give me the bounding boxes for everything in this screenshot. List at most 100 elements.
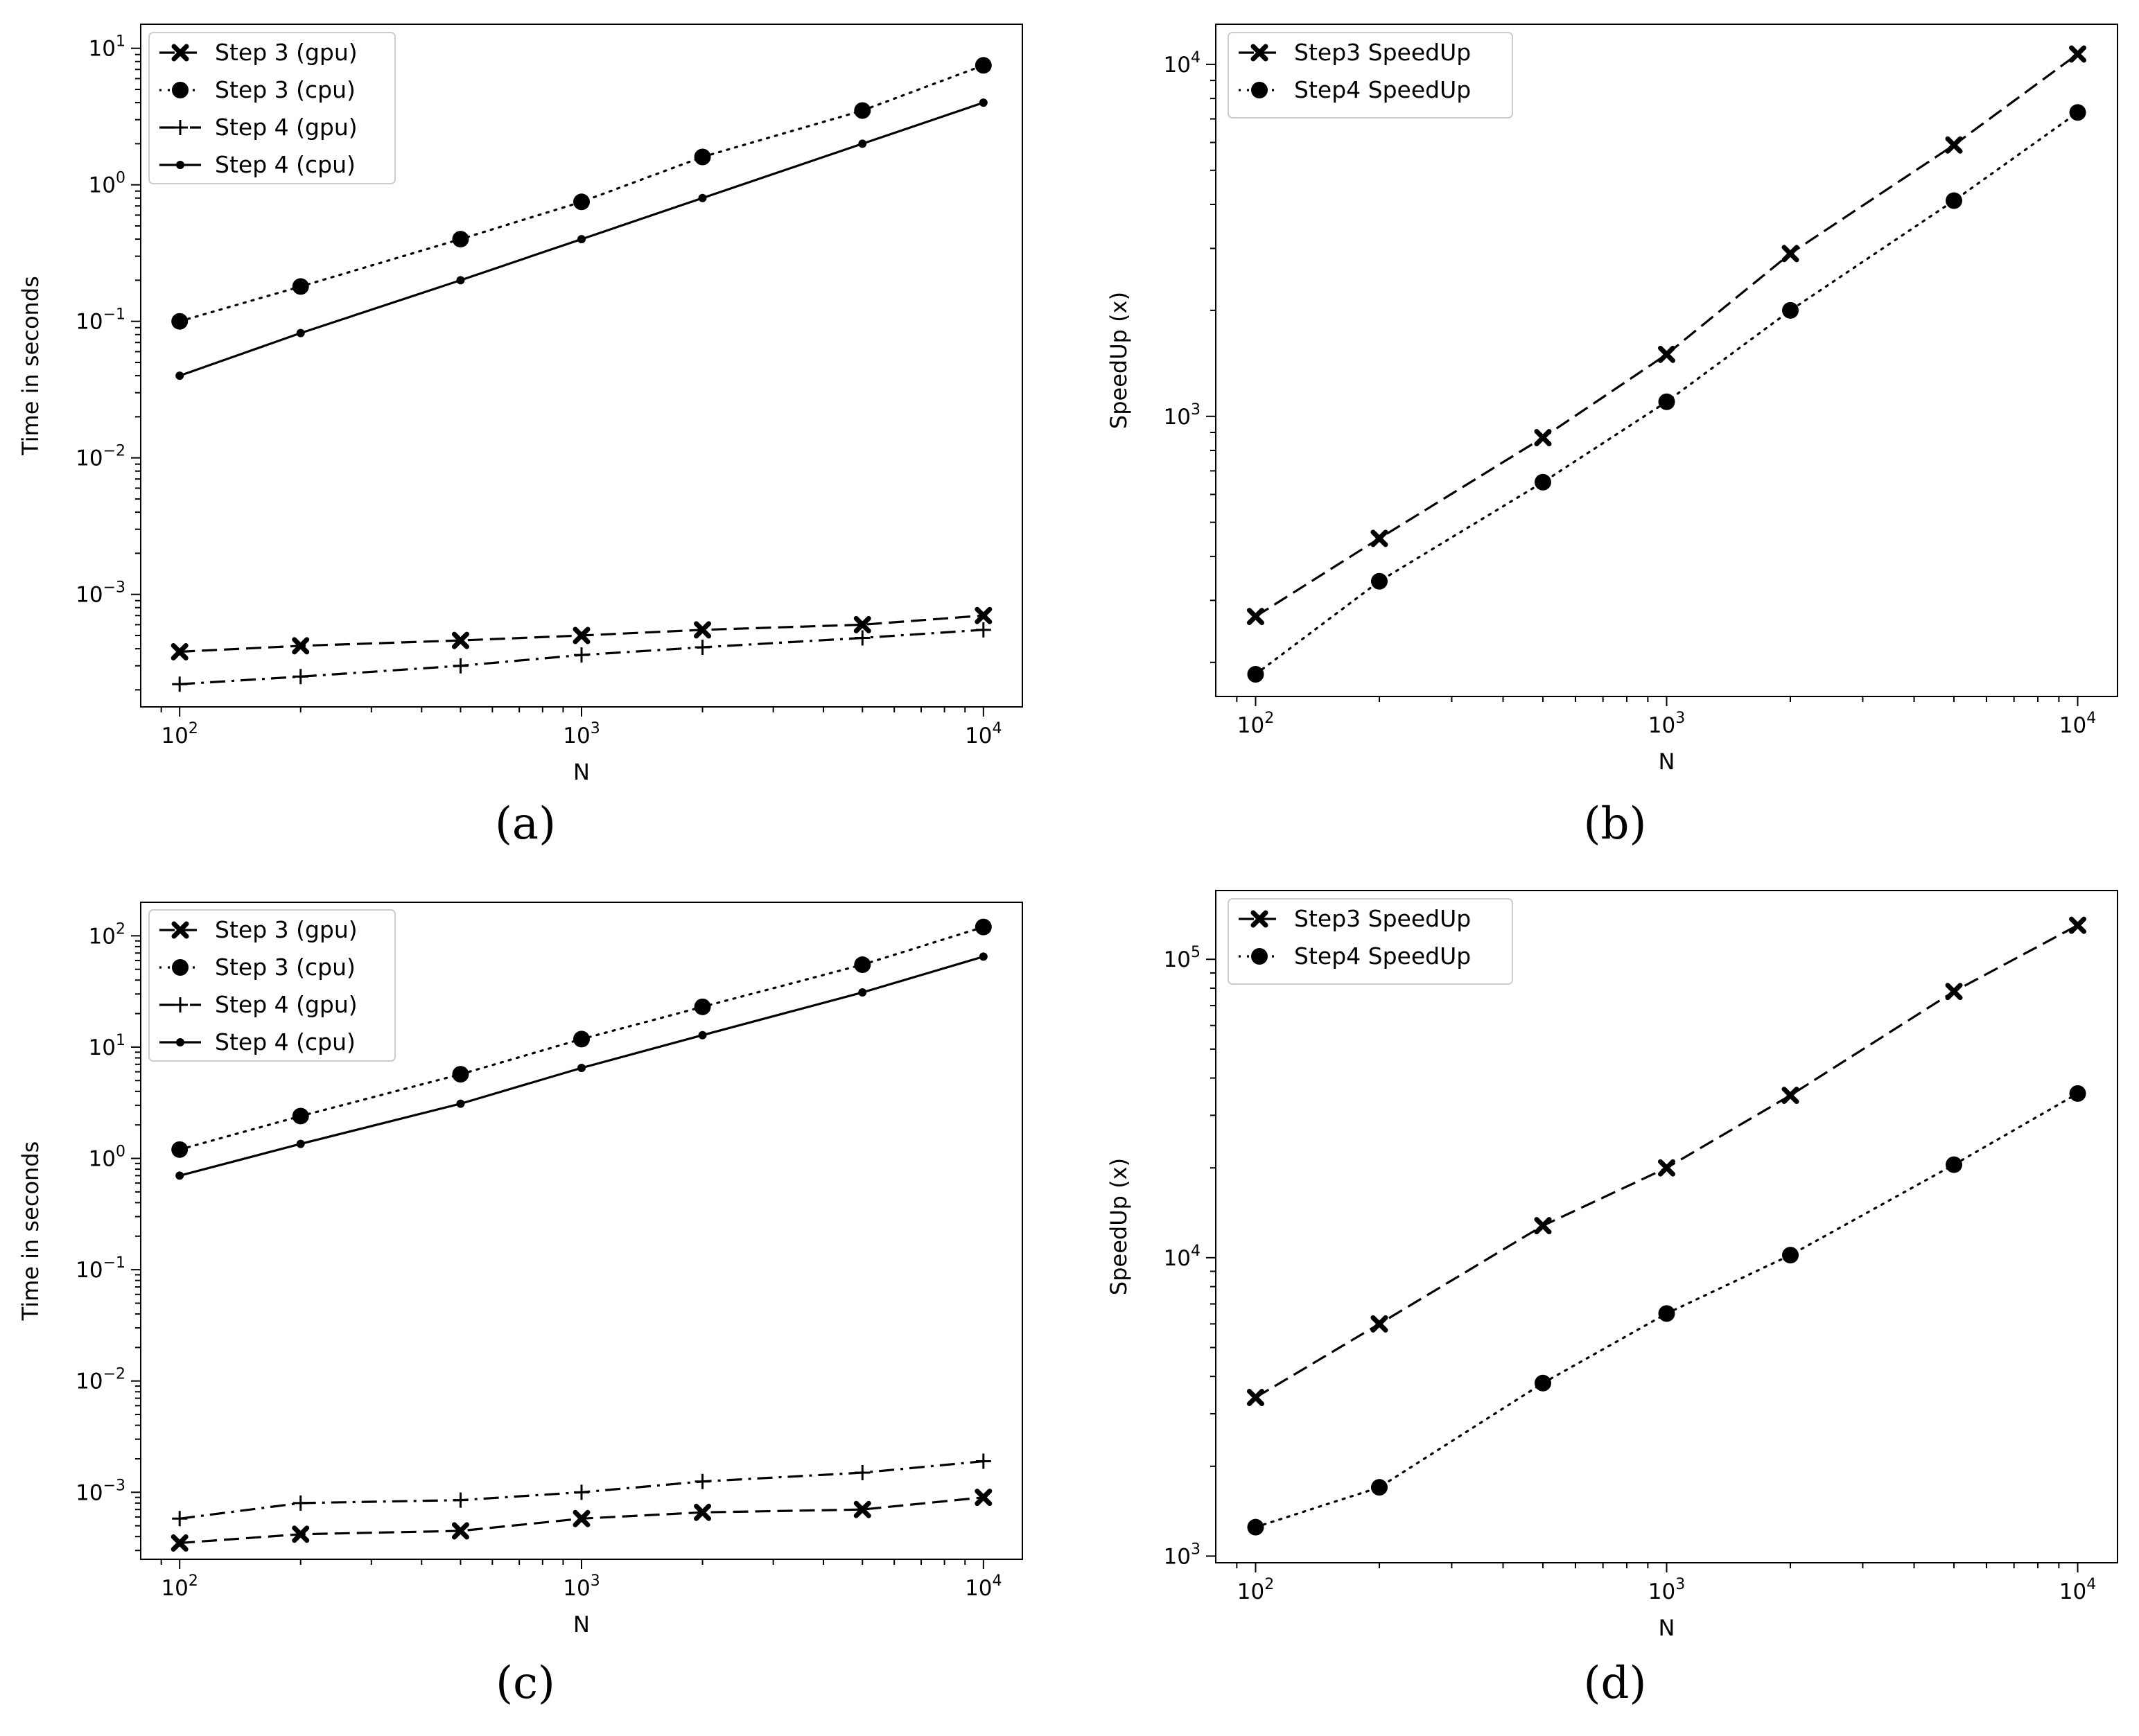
data-point xyxy=(855,1465,871,1481)
data-point xyxy=(171,642,189,660)
legend-marker xyxy=(172,959,189,976)
data-point xyxy=(694,998,711,1015)
series-3 xyxy=(175,952,988,1180)
x-tick-label: 103 xyxy=(563,1572,600,1601)
data-point xyxy=(1946,192,1963,209)
data-point xyxy=(858,988,867,997)
series-2 xyxy=(172,622,991,692)
x-tick-label: 102 xyxy=(161,720,198,748)
legend: Step 3 (gpu) Step 3 (cpu) Step 4 (gpu) Step… xyxy=(148,909,396,1062)
data-point xyxy=(296,1139,305,1148)
y-tick-label: 100 xyxy=(89,1143,125,1172)
legend-marker xyxy=(173,997,188,1012)
data-point xyxy=(453,1492,469,1508)
panel-c: 102 103 104 10−3 10−2 10−1 100 101 102 N Time in s… xyxy=(17,902,1023,1709)
legend-marker xyxy=(1250,910,1268,928)
data-point xyxy=(694,148,711,166)
legend-label: Step 3 (cpu) xyxy=(215,954,356,981)
data-point xyxy=(975,622,991,638)
data-point xyxy=(975,918,992,936)
legend-marker xyxy=(173,120,188,135)
data-point xyxy=(1370,572,1388,590)
x-tick-label: 104 xyxy=(965,1572,1002,1601)
y-tick-label: 10−1 xyxy=(76,1254,125,1283)
x-tick-label: 104 xyxy=(2059,1576,2096,1604)
data-point xyxy=(1534,473,1551,491)
data-point xyxy=(452,1066,469,1083)
x-axis-label: N xyxy=(573,759,590,785)
legend-label: Step 3 (gpu) xyxy=(215,39,358,66)
y-tick-label: 10−2 xyxy=(76,443,125,471)
data-point xyxy=(2069,45,2087,63)
legend-marker xyxy=(171,921,189,939)
data-point xyxy=(2069,916,2087,934)
data-point xyxy=(1781,245,1799,263)
data-point xyxy=(451,631,469,649)
data-point xyxy=(171,313,189,330)
x-tick-label: 102 xyxy=(161,1572,198,1601)
x-tick-label: 102 xyxy=(1237,710,1274,738)
series-line xyxy=(1255,53,2079,617)
data-point xyxy=(456,1099,465,1108)
legend-label: Step 4 (gpu) xyxy=(215,991,358,1018)
data-point xyxy=(694,621,712,639)
data-point xyxy=(574,1484,589,1500)
y-axis-label: SpeedUp (x) xyxy=(1106,1158,1132,1295)
legend-label: Step3 SpeedUp xyxy=(1294,39,1471,66)
y-tick-label: 10−1 xyxy=(76,306,125,335)
legend: Step3 SpeedUp Step4 SpeedUp xyxy=(1228,32,1513,119)
y-tick-label: 105 xyxy=(1164,944,1201,972)
data-point xyxy=(453,658,469,674)
x-axis-label: N xyxy=(1659,1615,1675,1641)
legend-marker xyxy=(1251,948,1268,965)
plot-frame xyxy=(1215,890,2118,1563)
data-point xyxy=(858,139,867,148)
data-point xyxy=(1534,428,1552,446)
data-point xyxy=(292,1525,310,1543)
data-point xyxy=(1534,1374,1551,1392)
legend-label: Step 4 (gpu) xyxy=(215,114,358,141)
legend-marker xyxy=(176,1038,184,1046)
y-tick-label: 10−2 xyxy=(76,1366,125,1394)
panel-caption: (b) xyxy=(1584,798,1647,850)
y-tick-label: 104 xyxy=(1164,1243,1201,1271)
data-point xyxy=(292,1107,309,1125)
y-tick-label: 103 xyxy=(1164,1541,1201,1569)
data-point xyxy=(1945,136,1963,154)
panel-caption: (c) xyxy=(496,1658,555,1709)
data-point xyxy=(975,606,993,624)
panel-a: 102 103 104 10−3 10−2 10−1 100 101 N Time in seco… xyxy=(17,24,1023,850)
data-point xyxy=(577,235,586,244)
data-point xyxy=(979,952,988,961)
x-tick-label: 104 xyxy=(965,720,1002,748)
legend-marker xyxy=(176,161,184,169)
data-point xyxy=(456,276,465,285)
data-point xyxy=(577,1063,586,1072)
series-1 xyxy=(171,918,992,1158)
legend-marker xyxy=(172,82,189,98)
data-point xyxy=(1946,1156,1963,1173)
data-point xyxy=(296,328,305,337)
series-1 xyxy=(171,57,992,330)
data-point xyxy=(1370,1479,1388,1496)
legend-label: Step4 SpeedUp xyxy=(1294,76,1471,103)
x-tick-label: 103 xyxy=(563,720,600,748)
data-point xyxy=(853,615,871,633)
data-point xyxy=(1945,983,1963,1001)
data-point xyxy=(1658,345,1675,363)
x-tick-label: 103 xyxy=(1648,1576,1685,1604)
legend-marker xyxy=(1251,82,1268,98)
y-axis-label: Time in seconds xyxy=(17,1141,44,1322)
legend-marker xyxy=(1250,44,1268,62)
y-axis-label: SpeedUp (x) xyxy=(1106,292,1132,429)
data-point xyxy=(171,1534,189,1552)
data-point xyxy=(1658,1159,1675,1177)
legend-box xyxy=(1228,32,1513,119)
legend-box xyxy=(148,909,396,1062)
data-point xyxy=(292,278,309,295)
data-point xyxy=(979,98,988,107)
data-point xyxy=(452,231,469,248)
data-point xyxy=(975,1453,991,1469)
data-point xyxy=(292,637,310,655)
